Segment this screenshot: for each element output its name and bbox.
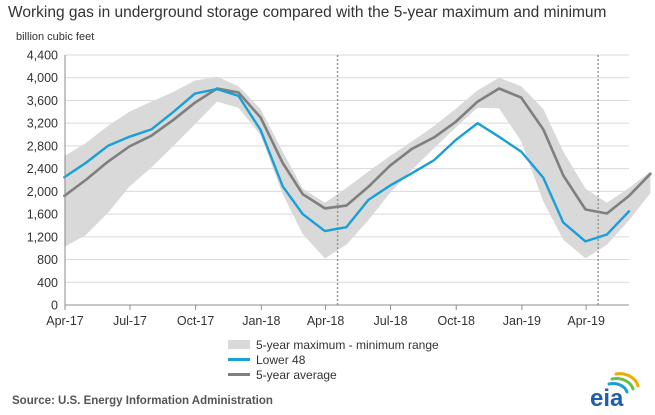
range-band-layer (64, 76, 651, 259)
y-tick-labels: 0 400 800 1,200 1,600 2,000 2,400 2,800 3,200 3,6… (27, 49, 58, 313)
legend-swatch-average (228, 373, 250, 376)
x-tick-label: Jan-19 (503, 314, 541, 328)
x-tick-label: Jan-18 (242, 314, 280, 328)
x-tick-label: Apr-18 (307, 314, 345, 328)
svg-text:eia: eia (590, 385, 624, 410)
y-tick-label: 3,600 (27, 94, 58, 108)
source-note: Source: U.S. Energy Information Administ… (12, 395, 273, 407)
y-tick-label: 1,600 (27, 208, 58, 222)
y-tick-label: 1,200 (27, 230, 58, 244)
legend: 5-year maximum - minimum range Lower 48 … (228, 337, 439, 382)
legend-label-lower48: Lower 48 (256, 352, 306, 367)
axis-layer (64, 55, 629, 310)
legend-swatch-lower48 (228, 358, 250, 361)
unit-label: billion cubic feet (16, 31, 95, 43)
x-tick-label: Jul-18 (374, 314, 408, 328)
x-tick-label: Jul-17 (113, 314, 147, 328)
series-line-lower48 (63, 87, 631, 243)
y-tick-label: 2,800 (27, 139, 58, 153)
y-tick-label: 4,000 (27, 71, 58, 85)
y-tick-label: 3,200 (27, 117, 58, 131)
legend-swatch-range (228, 340, 250, 349)
y-tick-label: 2,000 (27, 185, 58, 199)
legend-label-average: 5-year average (256, 367, 337, 382)
x-tick-label: Apr-19 (567, 314, 605, 328)
series-line-average (63, 87, 652, 215)
legend-item-range: 5-year maximum - minimum range (228, 337, 439, 352)
y-tick-label: 800 (37, 253, 58, 267)
range-band (64, 76, 651, 259)
legend-label-range: 5-year maximum - minimum range (256, 337, 439, 352)
x-tick-labels: Apr-17 Jul-17 Oct-17 Jan-18 Apr-18 Jul-18 Oct-… (46, 314, 605, 328)
series-line-layer (63, 87, 652, 243)
legend-item-average: 5-year average (228, 367, 439, 382)
eia-logo: eia (590, 372, 640, 410)
y-tick-label: 0 (51, 299, 58, 313)
x-tick-label: Oct-17 (177, 314, 215, 328)
x-tick-label: Apr-17 (46, 314, 84, 328)
x-tick-label: Oct-18 (437, 314, 475, 328)
chart-title: Working gas in underground storage compa… (8, 4, 607, 21)
y-tick-label: 400 (37, 276, 58, 290)
legend-item-lower48: Lower 48 (228, 352, 439, 367)
y-tick-label: 4,400 (27, 49, 58, 63)
y-tick-label: 2,400 (27, 162, 58, 176)
divider-layer (336, 55, 599, 305)
